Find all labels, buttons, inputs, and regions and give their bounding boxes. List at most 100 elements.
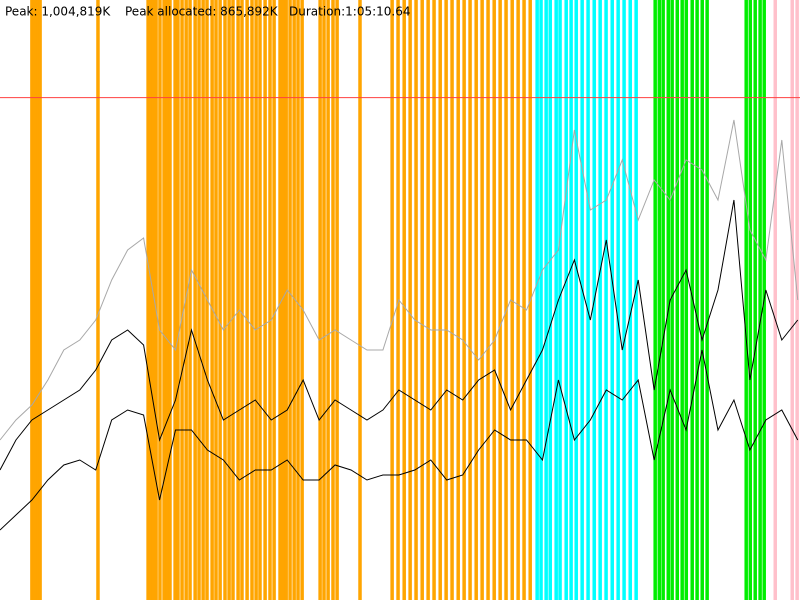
event-stripe [151,0,155,600]
peak-text: Peak: 1,004,819K [5,5,111,19]
memory-line [0,349,799,531]
event-stripe [288,0,292,600]
event-stripe [486,0,490,600]
event-stripe [558,0,562,600]
event-stripe [231,0,235,600]
event-stripe [358,0,362,600]
event-stripe [504,0,508,600]
event-stripe [474,0,478,600]
event-stripe [210,0,214,600]
event-stripe [684,0,689,600]
event-stripe [180,0,184,600]
event-stripe [326,0,330,600]
event-stripe [34,0,38,600]
event-stripe [227,0,231,600]
event-stripe [610,0,614,600]
event-stripe [795,0,799,600]
event-stripe [580,0,584,600]
event-stripe [564,0,568,600]
event-stripe [146,0,150,600]
event-stripe [335,0,339,600]
event-stripe [331,0,335,600]
event-stripe [188,0,192,600]
event-stripe [292,0,296,600]
event-stripe [498,0,502,600]
event-stripe [408,0,412,600]
event-stripe [201,0,205,600]
event-stripe [258,0,262,600]
event-stripe [158,0,162,600]
event-stripe [574,0,578,600]
event-stripe [586,0,590,600]
event-stripe [653,0,657,600]
event-stripe [705,0,709,600]
event-stripe [544,0,548,600]
event-stripe [598,0,602,600]
memory-line [0,199,799,471]
event-stripe [744,0,748,600]
event-stripe [700,0,704,600]
event-stripe [616,0,620,600]
header: Peak: 1,004,819K Peak allocated: 865,892… [5,5,411,19]
event-stripe [154,0,158,600]
event-stripe [184,0,188,600]
event-stripe [522,0,526,600]
event-stripe [492,0,496,600]
memory-line [0,119,799,441]
event-stripe [162,0,166,600]
event-stripe [218,0,222,600]
event-stripe [245,0,249,600]
event-stripe [390,0,394,600]
event-stripe [675,0,680,600]
event-stripe [758,0,762,600]
event-stripes [30,0,799,600]
event-stripe [236,0,240,600]
event-stripe [790,0,794,600]
event-stripe [420,0,424,600]
event-stripe [38,0,42,600]
event-stripe [462,0,466,600]
event-stripe [432,0,436,600]
event-stripe [444,0,448,600]
event-stripe [296,0,300,600]
event-stripe [516,0,520,600]
event-stripe [554,0,558,600]
event-stripe [468,0,472,600]
event-stripe [426,0,430,600]
event-stripe [569,0,573,600]
event-stripe [223,0,227,600]
event-stripe [539,0,543,600]
event-stripe [695,0,699,600]
event-stripe [690,0,694,600]
event-stripe [173,0,177,600]
event-stripe [680,0,684,600]
event-stripe [281,0,285,600]
event-stripe [36,0,40,600]
event-stripe [773,0,777,600]
event-stripe [661,0,665,600]
event-stripe [634,0,638,600]
event-stripe [30,0,34,600]
event-stripe [535,0,539,600]
event-stripe [300,0,304,600]
event-stripe [322,0,326,600]
event-stripe [214,0,218,600]
memory-lines [0,97,800,531]
allocated-text: Peak allocated: 865,892K [125,5,279,19]
event-stripe [753,0,757,600]
event-stripe [450,0,454,600]
event-stripe [456,0,460,600]
event-stripe [263,0,267,600]
duration-text: Duration:1:05:10.64 [289,5,411,19]
event-stripe [622,0,626,600]
event-stripe [168,0,172,600]
event-stripe [96,0,100,600]
event-stripe [284,0,288,600]
event-stripe [240,0,244,600]
event-stripe [165,0,169,600]
event-stripe [414,0,418,600]
event-stripe [510,0,514,600]
event-stripe [193,0,197,600]
event-stripe [604,0,608,600]
